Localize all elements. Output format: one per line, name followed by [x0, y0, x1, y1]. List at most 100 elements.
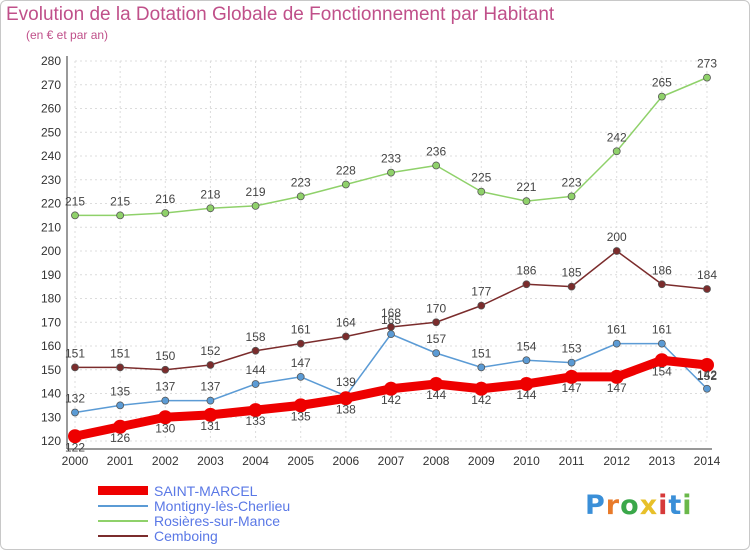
- data-label: 161: [652, 323, 672, 337]
- legend-item: SAINT-MARCEL: [98, 482, 290, 499]
- y-tick-label: 210: [41, 220, 61, 234]
- data-point: [341, 180, 350, 189]
- x-tick-label: 2003: [197, 454, 224, 468]
- data-point: [567, 192, 576, 201]
- data-label: 161: [291, 323, 311, 337]
- data-label: 150: [155, 349, 175, 363]
- x-tick-label: 2008: [423, 454, 450, 468]
- legend-item: Cemboing: [98, 527, 290, 544]
- data-label: 242: [607, 130, 627, 144]
- legend-label: Montigny-lès-Cherlieu: [154, 497, 291, 514]
- data-label: 130: [155, 421, 175, 435]
- data-point: [703, 384, 711, 393]
- data-label: 200: [607, 230, 627, 244]
- data-label: 168: [381, 306, 401, 320]
- data-point: [251, 201, 260, 210]
- y-tick-label: 230: [41, 173, 61, 187]
- data-label: 228: [336, 164, 356, 178]
- legend-item: Montigny-lès-Cherlieu: [98, 497, 291, 514]
- data-point: [116, 363, 125, 372]
- data-point: [700, 358, 714, 372]
- data-label: 142: [381, 393, 401, 407]
- data-point: [387, 330, 395, 339]
- data-label: 157: [426, 332, 446, 346]
- data-point: [432, 161, 441, 170]
- data-label: 177: [471, 285, 491, 299]
- data-point: [206, 396, 215, 405]
- data-point: [567, 358, 576, 367]
- data-point: [296, 339, 305, 348]
- data-point: [477, 301, 486, 310]
- data-point: [384, 381, 398, 396]
- legend-label: Rosières-sur-Mance: [154, 512, 281, 529]
- data-label: 158: [246, 330, 266, 344]
- data-point: [609, 369, 624, 384]
- data-point: [158, 410, 173, 425]
- data-label: 147: [607, 381, 627, 395]
- x-tick-label: 2012: [603, 454, 630, 468]
- data-point: [293, 398, 308, 413]
- data-point: [296, 372, 305, 381]
- data-point: [474, 381, 489, 396]
- data-point: [657, 339, 666, 348]
- data-point: [248, 403, 263, 418]
- data-label: 215: [110, 194, 130, 208]
- data-point: [206, 361, 215, 369]
- y-tick-label: 280: [41, 54, 61, 68]
- data-label: 139: [336, 375, 356, 389]
- data-point: [657, 92, 666, 101]
- x-tick-label: 2001: [107, 454, 134, 468]
- y-tick-label: 200: [41, 244, 61, 258]
- data-label: 225: [471, 171, 491, 185]
- data-label: 151: [110, 346, 130, 360]
- data-point: [657, 280, 666, 289]
- x-tick-label: 2009: [468, 454, 495, 468]
- data-label: 132: [65, 392, 85, 406]
- data-point: [116, 211, 125, 220]
- data-label: 142: [697, 368, 717, 382]
- data-label: 137: [200, 380, 220, 394]
- x-tick-label: 2013: [649, 454, 676, 468]
- data-label: 152: [697, 369, 717, 383]
- data-point: [71, 211, 79, 220]
- legend-swatch: [98, 504, 148, 507]
- y-tick-label: 250: [41, 125, 61, 139]
- data-point: [519, 377, 534, 391]
- data-label: 122: [65, 440, 85, 454]
- chart-legend: SAINT-MARCEL Montigny-lès-Cherlieu Rosière…: [98, 482, 291, 544]
- y-tick-label: 140: [41, 387, 61, 401]
- data-label: 131: [200, 419, 220, 433]
- legend-label: SAINT-MARCEL: [154, 482, 258, 499]
- data-label: 186: [516, 263, 536, 277]
- data-label: 142: [471, 393, 491, 407]
- chart-subtitle: (en € et par an): [26, 28, 109, 42]
- x-tick-label: 2005: [287, 454, 314, 468]
- y-tick-label: 240: [41, 149, 61, 163]
- x-tick-label: 2014: [694, 454, 721, 468]
- data-label: 133: [246, 414, 266, 428]
- data-label: 138: [336, 402, 356, 416]
- data-label: 273: [697, 57, 717, 71]
- data-label: 218: [200, 187, 220, 201]
- data-point: [522, 197, 531, 206]
- data-label: 164: [336, 316, 356, 330]
- data-label: 161: [607, 323, 627, 337]
- legend-swatch: [98, 519, 148, 522]
- data-label: 219: [246, 185, 266, 199]
- data-point: [113, 419, 128, 434]
- data-point: [703, 285, 711, 293]
- data-point: [432, 349, 441, 358]
- data-label: 265: [652, 76, 672, 90]
- data-label: 186: [652, 263, 672, 277]
- legend-label: Cemboing: [154, 527, 218, 544]
- legend-swatch: [98, 534, 148, 537]
- data-point: [338, 391, 353, 406]
- x-tick-label: 2007: [378, 454, 405, 468]
- data-point: [251, 380, 260, 388]
- data-point: [116, 401, 125, 410]
- data-label: 221: [516, 180, 536, 194]
- data-label: 144: [246, 363, 266, 377]
- y-tick-label: 170: [41, 315, 61, 329]
- data-label: 216: [155, 192, 175, 206]
